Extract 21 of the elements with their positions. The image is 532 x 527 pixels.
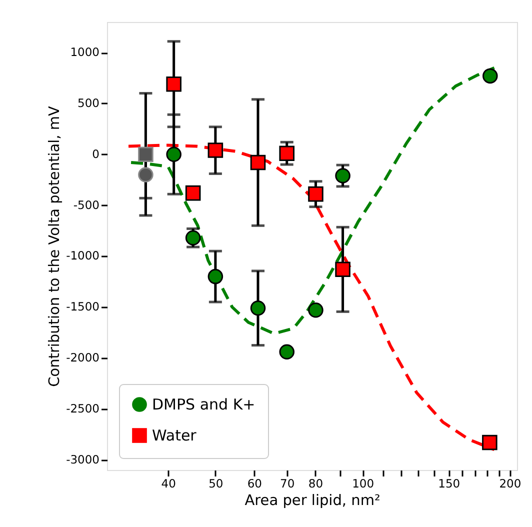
y-axis-title: Contribution to the Volta potential, mV: [47, 106, 64, 387]
x-tick-label: 60: [247, 476, 262, 490]
x-tick-label: 200: [499, 476, 522, 490]
y-tick-label: -500: [73, 198, 100, 212]
y-tick-label: -2000: [66, 350, 100, 364]
y-tick-label: -2500: [66, 401, 100, 416]
x-tick-label: 50: [208, 476, 224, 490]
y-tick-label: -3000: [66, 452, 100, 466]
legend-label: Water: [152, 426, 198, 444]
x-tick-label: 70: [280, 476, 295, 490]
y-tick-label: -1500: [66, 300, 100, 314]
legend-label: DMPS and K+: [152, 396, 256, 414]
y-tick-label: -1000: [66, 248, 100, 263]
y-tick-label: 500: [78, 96, 100, 110]
x-tick-label: 40: [161, 476, 176, 490]
x-axis-title: Area per lipid, nm²: [244, 493, 380, 509]
x-tick-label: 150: [438, 476, 460, 490]
y-tick-label: 1000: [70, 45, 100, 60]
x-tick-label: 100: [352, 476, 374, 490]
y-tick-label: 0: [92, 146, 100, 161]
x-tick-label: 80: [308, 476, 324, 490]
